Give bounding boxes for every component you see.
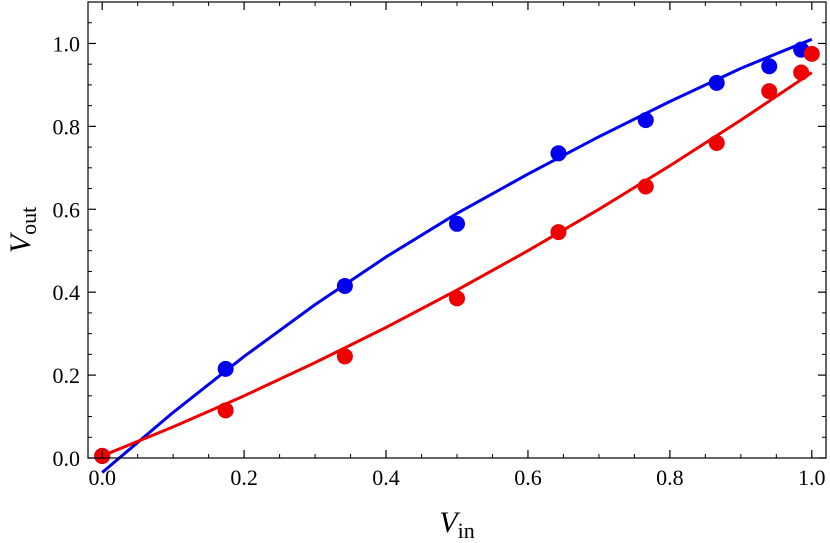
x-tick-label: 0.0 [88,465,116,490]
data-point-s2-5 [550,224,567,241]
x-tick-label: 1.0 [798,465,826,490]
data-point-s2-9 [793,64,810,81]
y-axis-label-base: V [4,231,37,253]
data-point-s1-6 [637,112,654,129]
x-axis-label: Vin [439,506,474,543]
data-point-s1-3 [336,277,353,294]
data-point-s2-7 [708,134,725,151]
x-axis-label-sub: in [458,518,475,543]
y-axis-label-sub: out [16,207,41,235]
data-point-s2-4 [449,290,465,307]
fit-curves [101,37,813,474]
y-tick-label: 1.0 [53,31,81,56]
x-tick-label: 0.8 [656,465,684,490]
data-points [94,41,820,464]
x-tick-labels: 0.0 0.2 0.4 0.6 0.8 1.0 [88,465,825,490]
data-point-s1-5 [550,145,567,162]
data-point-s1-7 [708,74,725,91]
data-point-s2-3 [336,348,353,365]
x-tick-label: 0.2 [230,465,258,490]
y-tick-label: 0.4 [53,280,81,305]
y-tick-label: 0.8 [53,114,81,139]
y-tick-labels: 0.0 0.2 0.4 0.6 0.8 1.0 [53,31,81,471]
y-tick-label: 0.2 [53,363,81,388]
data-point-s1-8 [761,58,778,75]
data-point-s2-6 [637,178,654,195]
x-tick-label: 0.4 [372,465,400,490]
data-point-s2-2 [217,402,234,419]
data-point-s2-10 [803,45,820,62]
fit-curve-1 [101,37,813,474]
axis-ticks [88,2,826,459]
y-tick-label: 0.0 [53,446,81,471]
x-tick-label: 0.6 [514,465,542,490]
fit-curve-2 [101,71,813,458]
y-axis-label: Vout [4,207,41,253]
data-point-s1-4 [449,215,465,232]
data-point-s1-2 [217,360,234,377]
x-axis-label-base: V [439,506,461,539]
data-point-s2-8 [761,83,778,100]
y-tick-label: 0.6 [53,197,81,222]
